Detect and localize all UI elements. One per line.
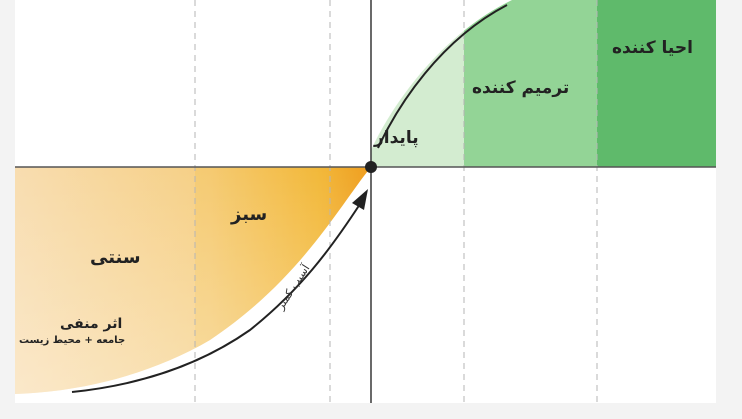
label-green: سبز bbox=[231, 204, 268, 225]
negative-impact-title: اثر منفی bbox=[60, 316, 123, 332]
zone-restorative-fill bbox=[464, 0, 597, 167]
curve-arrow-head bbox=[352, 189, 368, 210]
grid-lines bbox=[194, 0, 598, 403]
curve-upper bbox=[377, 4, 508, 149]
negative-impact-subtitle: جامعه + محیط زیست bbox=[19, 335, 126, 346]
origin-dot bbox=[365, 161, 377, 173]
label-restorative: ترمیم کننده bbox=[472, 78, 570, 98]
label-sustainable: پایدار bbox=[374, 128, 419, 148]
zone-regenerative-fill bbox=[597, 0, 716, 167]
label-regenerative: احیا کننده bbox=[612, 38, 693, 58]
label-traditional: سنتی bbox=[90, 247, 141, 268]
curve-lower bbox=[71, 203, 361, 393]
